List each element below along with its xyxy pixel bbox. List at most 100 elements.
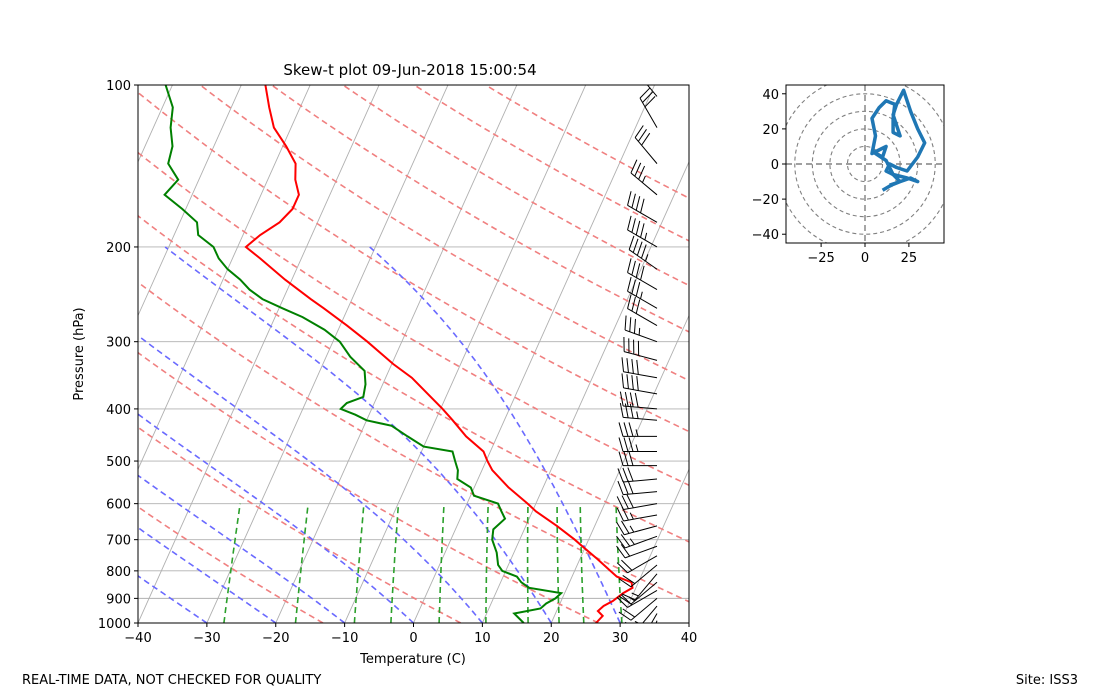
- wind-barb-staff: [642, 605, 658, 623]
- wind-barb-flag: [631, 260, 636, 276]
- hodograph: −25 0 25 −40 −20 0 20 40: [752, 84, 945, 266]
- wind-barb: [617, 467, 658, 483]
- wind-barb-flag: [630, 159, 638, 174]
- x-tick-label: −40: [124, 631, 151, 646]
- wind-barb-flag: [639, 87, 651, 99]
- mixing-ratio-line: [223, 503, 241, 623]
- wind-barb-staff: [623, 371, 658, 379]
- isotherm-line: [0, 73, 40, 634]
- y-tick-label: 600: [106, 498, 131, 513]
- wind-barb-flag: [636, 375, 639, 391]
- x-tick-label: −10: [331, 631, 358, 646]
- wind-barb-flag: [628, 437, 634, 452]
- isotherm-line: [688, 621, 689, 623]
- wind-barb-flag: [641, 132, 651, 146]
- pressure-gridlines: [138, 85, 689, 623]
- wind-barb-flag: [618, 422, 624, 437]
- moist-adiabat-line: [138, 474, 346, 623]
- wind-barb-half-flag: [642, 72, 646, 78]
- wind-barb-half-flag: [640, 291, 643, 299]
- moist-adiabat-line: [138, 574, 208, 623]
- sounding-profiles: [163, 85, 634, 623]
- wind-barb: [621, 373, 658, 395]
- dry-adiabat-line: [138, 351, 599, 623]
- wind-barb: [616, 534, 658, 549]
- wind-barb-flag: [627, 258, 632, 273]
- wind-barb-flag: [617, 468, 624, 483]
- wind-barb-staff: [624, 329, 658, 343]
- wind-barb-flag: [627, 277, 632, 292]
- mixing-ratio-line: [579, 503, 585, 623]
- wind-barb-staff: [646, 85, 658, 97]
- wind-barb-flag: [623, 451, 629, 466]
- dry-adiabat-line: [342, 85, 689, 287]
- y-tick-label: 300: [106, 336, 131, 351]
- wind-barb-flag: [636, 241, 643, 256]
- isotherm-line: [138, 85, 173, 163]
- wind-barb-flag: [640, 198, 645, 213]
- wind-barb-flag: [622, 480, 629, 495]
- wind-barb-flag: [638, 62, 646, 74]
- wind-barb-flag: [622, 467, 629, 482]
- hodograph-y-ticks: −40 −20 0 20 40: [752, 88, 786, 243]
- wind-barb-flag: [626, 494, 634, 509]
- wind-barb-flag: [624, 315, 627, 331]
- wind-barb-staff: [627, 308, 658, 327]
- wind-barb: [634, 125, 658, 164]
- wind-barb-staff: [655, 620, 658, 623]
- wind-barb-half-flag: [645, 254, 649, 262]
- isotherm-line: [138, 85, 380, 623]
- moist-adiabat-line: [138, 413, 415, 623]
- wind-barb: [618, 597, 658, 621]
- hodograph-x-ticks: −25 0 25: [807, 243, 917, 266]
- wind-barb-flag: [616, 496, 624, 510]
- wind-barb-flag: [616, 521, 625, 535]
- skew-t-plot: Skew-t plot 09-Jun-2018 15:00:54 −40 −30−…: [0, 61, 697, 667]
- hodograph-x-tick-label: 25: [901, 251, 918, 266]
- y-tick-label: 500: [106, 455, 131, 470]
- wind-barbs: [616, 62, 658, 623]
- wind-barb: [627, 191, 658, 223]
- wind-barb-flag: [618, 595, 632, 605]
- moist-adiabat-lines: [138, 246, 621, 623]
- hodograph-trace: [870, 88, 927, 192]
- hodograph-y-tick-label: −40: [752, 228, 779, 243]
- wind-barb-flag: [634, 392, 639, 408]
- wind-barb: [627, 215, 658, 248]
- mixing-ratio-lines: [223, 503, 623, 623]
- wind-barb-half-flag: [629, 538, 635, 545]
- wind-barb-staff: [627, 204, 658, 223]
- moist-adiabat-line: [138, 334, 484, 623]
- wind-barb: [618, 564, 658, 588]
- wind-barb: [650, 613, 658, 623]
- wind-barb-flag: [626, 358, 629, 373]
- x-tick-label: 30: [612, 631, 629, 646]
- mixing-ratio-line: [294, 503, 309, 623]
- wind-barb-staff: [634, 573, 658, 601]
- wind-barb-staff: [623, 478, 658, 483]
- wind-barb-flag: [621, 593, 636, 601]
- wind-barb-flag: [620, 544, 631, 557]
- wind-barb-flag: [616, 535, 626, 549]
- dry-adiabat-line: [413, 85, 689, 242]
- wind-barb-half-flag: [629, 512, 634, 520]
- skew-t-title: Skew-t plot 09-Jun-2018 15:00:54: [283, 61, 536, 79]
- y-tick-label: 900: [106, 592, 131, 607]
- moist-adiabat-line: [369, 246, 621, 623]
- wind-barb-flag: [628, 235, 635, 250]
- quality-disclaimer: REAL-TIME DATA, NOT CHECKED FOR QUALITY: [22, 673, 322, 688]
- skew-t-x-ticks: −40 −30 −20 −10 0 10 20 30 40: [124, 623, 697, 646]
- wind-barb: [619, 391, 658, 410]
- wind-barb: [623, 337, 658, 361]
- wind-barb-flag: [634, 125, 644, 138]
- wind-barb: [627, 294, 658, 327]
- wind-barb-flag: [619, 391, 624, 407]
- wind-barb-staff: [623, 491, 658, 496]
- dry-adiabat-line: [138, 214, 689, 543]
- wind-barb-flag: [644, 96, 656, 108]
- isotherm-lines: [0, 73, 689, 634]
- wind-barb-staff: [624, 525, 658, 536]
- y-axis-label: Pressure (hPa): [72, 307, 87, 400]
- isotherm-line: [206, 85, 449, 623]
- wind-barb: [616, 494, 658, 511]
